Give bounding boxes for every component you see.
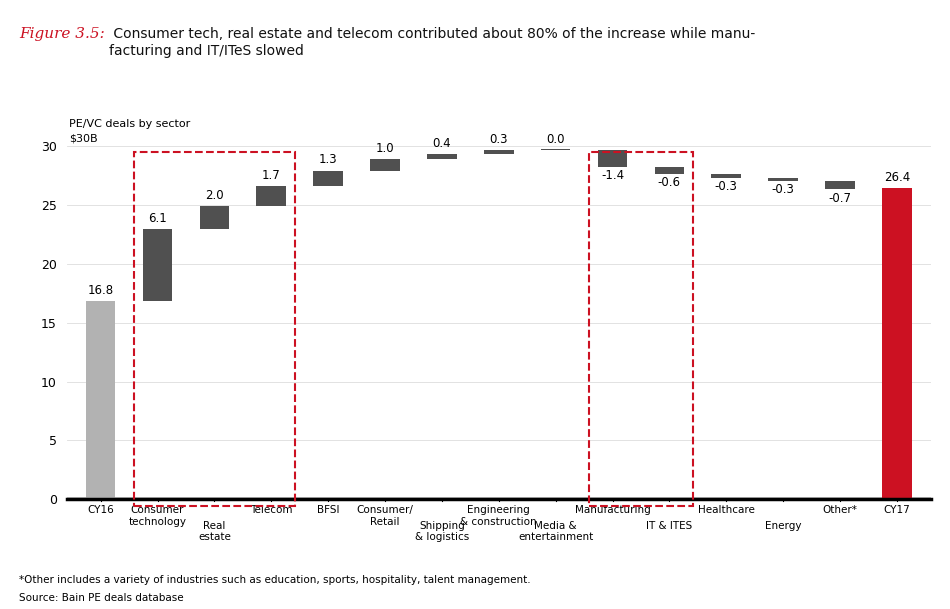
Bar — [589, 152, 693, 507]
Text: -0.6: -0.6 — [657, 177, 681, 189]
Bar — [826, 181, 855, 189]
Text: Consumer
technology: Consumer technology — [128, 505, 186, 527]
Text: -0.3: -0.3 — [771, 183, 794, 197]
Bar — [86, 301, 115, 499]
Text: Telecom: Telecom — [250, 505, 293, 515]
Text: 0.0: 0.0 — [546, 133, 565, 146]
Text: -0.7: -0.7 — [828, 192, 851, 205]
Text: $30B: $30B — [69, 133, 98, 143]
Bar — [883, 188, 912, 499]
Text: 1.0: 1.0 — [375, 142, 394, 155]
Bar — [200, 206, 229, 230]
Bar — [428, 154, 457, 159]
Text: Consumer tech, real estate and telecom contributed about 80% of the increase whi: Consumer tech, real estate and telecom c… — [109, 27, 755, 58]
Bar — [314, 171, 343, 186]
Text: CY16: CY16 — [87, 505, 114, 515]
Text: Real
estate: Real estate — [198, 521, 231, 542]
Text: IT & ITES: IT & ITES — [646, 521, 693, 530]
Text: Healthcare: Healthcare — [698, 505, 754, 515]
Text: 16.8: 16.8 — [87, 284, 114, 297]
Text: Shipping
& logistics: Shipping & logistics — [415, 521, 469, 542]
Text: Figure 3.5:: Figure 3.5: — [19, 27, 104, 41]
Text: 6.1: 6.1 — [148, 213, 167, 225]
Bar — [541, 149, 570, 150]
Bar — [134, 152, 294, 507]
Bar — [769, 178, 798, 181]
Text: Engineering
& construction: Engineering & construction — [461, 505, 537, 527]
Text: CY17: CY17 — [884, 505, 910, 515]
Text: Media &
entertainment: Media & entertainment — [518, 521, 593, 542]
Text: Manufacturing: Manufacturing — [575, 505, 651, 515]
Bar — [598, 150, 627, 167]
Text: 1.3: 1.3 — [319, 153, 337, 166]
Bar — [655, 167, 684, 174]
Text: 0.4: 0.4 — [432, 137, 451, 150]
Text: -0.3: -0.3 — [714, 180, 738, 193]
Text: 26.4: 26.4 — [884, 171, 910, 184]
Text: 2.0: 2.0 — [205, 189, 223, 202]
Text: -1.4: -1.4 — [601, 169, 624, 182]
Text: 0.3: 0.3 — [489, 133, 508, 146]
Text: PE/VC deals by sector: PE/VC deals by sector — [69, 119, 191, 129]
Text: Energy: Energy — [765, 521, 802, 530]
Bar — [142, 230, 172, 301]
Bar — [484, 150, 514, 154]
Bar — [370, 159, 400, 171]
Bar — [712, 174, 741, 178]
Text: Consumer/
Retail: Consumer/ Retail — [356, 505, 413, 527]
Text: *Other includes a variety of industries such as education, sports, hospitality, : *Other includes a variety of industries … — [19, 575, 531, 585]
Text: 1.7: 1.7 — [262, 169, 280, 181]
Text: Other*: Other* — [823, 505, 858, 515]
Bar — [256, 186, 286, 206]
Text: BFSI: BFSI — [317, 505, 339, 515]
Text: Source: Bain PE deals database: Source: Bain PE deals database — [19, 593, 183, 603]
